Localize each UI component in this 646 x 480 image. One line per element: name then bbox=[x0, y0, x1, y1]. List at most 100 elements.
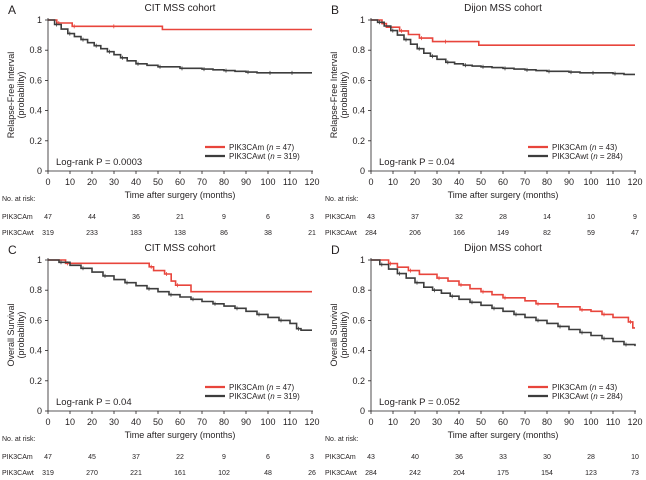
risk-count: 161 bbox=[174, 470, 186, 477]
x-tick-label: 100 bbox=[583, 417, 598, 427]
y-tick-label: 1 bbox=[37, 255, 42, 265]
legend-series-name: PIK3CAwt bbox=[552, 392, 589, 401]
risk-count: 36 bbox=[132, 214, 140, 221]
risk-count: 10 bbox=[587, 214, 595, 221]
y-tick-label: 0.8 bbox=[352, 45, 365, 55]
risk-count: 9 bbox=[222, 214, 226, 221]
y-tick-label: 0.6 bbox=[352, 315, 365, 325]
risk-count: 32 bbox=[455, 214, 463, 221]
y-tick-label: 0.8 bbox=[29, 285, 42, 295]
km-chart-a: A CIT MSS cohort Relapse-Free Interval (pro… bbox=[2, 3, 320, 237]
x-tick-label: 40 bbox=[131, 417, 141, 427]
x-tick-label: 30 bbox=[432, 177, 442, 187]
risk-count: 36 bbox=[455, 454, 463, 461]
x-tick-label: 20 bbox=[87, 417, 97, 427]
risk-count: 47 bbox=[44, 454, 52, 461]
risk-count: 10 bbox=[631, 454, 639, 461]
risk-table-header: No. at risk: bbox=[325, 436, 359, 443]
y-axis-label-line: Overall Survival bbox=[6, 303, 16, 366]
x-tick-label: 60 bbox=[498, 417, 508, 427]
risk-count: 43 bbox=[367, 214, 375, 221]
legend-paren: ( bbox=[264, 383, 269, 392]
panel-letter: D bbox=[331, 243, 340, 257]
risk-count: 3 bbox=[310, 454, 314, 461]
panel-title: CIT MSS cohort bbox=[145, 3, 216, 14]
x-tick-label: 90 bbox=[564, 417, 574, 427]
x-tick-label: 70 bbox=[520, 417, 530, 427]
x-tick-label: 110 bbox=[283, 417, 297, 427]
x-tick-label: 50 bbox=[153, 417, 163, 427]
x-tick-label: 30 bbox=[109, 417, 119, 427]
risk-count: 59 bbox=[587, 230, 595, 237]
y-tick-label: 0.6 bbox=[29, 75, 42, 85]
risk-count: 221 bbox=[130, 470, 142, 477]
y-axis-label-line: (probability) bbox=[339, 71, 349, 118]
risk-count: 123 bbox=[585, 470, 597, 477]
x-tick-label: 40 bbox=[131, 177, 141, 187]
x-tick-label: 10 bbox=[65, 417, 75, 427]
legend-paren: ( bbox=[587, 143, 592, 152]
x-tick-label: 70 bbox=[197, 417, 207, 427]
logrank-annotation: Log-rank P = 0.052 bbox=[379, 397, 460, 408]
logrank-annotation: Log-rank P = 0.0003 bbox=[56, 157, 142, 168]
risk-count: 28 bbox=[499, 214, 507, 221]
y-tick-label: 0.6 bbox=[29, 315, 42, 325]
legend-paren-close: ) bbox=[297, 152, 300, 161]
panel-a: A CIT MSS cohort Relapse-Free Interval (pro… bbox=[0, 0, 323, 240]
risk-count: 37 bbox=[132, 454, 140, 461]
legend-n-symbol: n bbox=[593, 392, 598, 401]
legend-equals: = bbox=[275, 392, 284, 401]
legend-entry: PIK3CAm (n = 47) bbox=[229, 143, 295, 152]
risk-table-header: No. at risk: bbox=[325, 196, 359, 203]
legend-paren: ( bbox=[588, 152, 593, 161]
x-tick-label: 0 bbox=[368, 177, 373, 187]
x-tick-label: 50 bbox=[153, 177, 163, 187]
legend-n-value: 284 bbox=[607, 152, 621, 161]
legend-paren: ( bbox=[587, 383, 592, 392]
legend-n-symbol: n bbox=[269, 383, 274, 392]
x-tick-label: 60 bbox=[175, 177, 185, 187]
risk-row-label: PIK3CAwt bbox=[2, 470, 34, 477]
risk-row-label: PIK3CAwt bbox=[325, 230, 357, 237]
x-tick-label: 90 bbox=[564, 177, 574, 187]
x-tick-label: 100 bbox=[583, 177, 598, 187]
y-tick-label: 0 bbox=[360, 166, 365, 176]
y-axis-label-line: (probability) bbox=[16, 71, 26, 118]
legend-entry: PIK3CAwt (n = 319) bbox=[229, 152, 300, 161]
y-axis-label-line: (probability) bbox=[16, 311, 26, 358]
legend-paren: ( bbox=[265, 392, 270, 401]
x-tick-label: 50 bbox=[476, 177, 486, 187]
legend-paren-close: ) bbox=[620, 392, 623, 401]
risk-count: 242 bbox=[409, 470, 421, 477]
legend-equals: = bbox=[273, 143, 282, 152]
logrank-annotation: Log-rank P = 0.04 bbox=[379, 157, 455, 168]
legend-paren: ( bbox=[264, 143, 269, 152]
risk-count: 284 bbox=[365, 470, 377, 477]
y-tick-label: 0.2 bbox=[352, 136, 365, 146]
risk-count: 154 bbox=[541, 470, 553, 477]
legend-n-value: 47 bbox=[283, 143, 292, 152]
x-tick-label: 80 bbox=[542, 417, 552, 427]
x-tick-label: 60 bbox=[498, 177, 508, 187]
x-tick-label: 120 bbox=[304, 177, 319, 187]
legend-paren-close: ) bbox=[292, 383, 295, 392]
risk-count: 3 bbox=[310, 214, 314, 221]
x-tick-label: 120 bbox=[627, 417, 642, 427]
x-tick-label: 120 bbox=[304, 417, 319, 427]
risk-count: 40 bbox=[411, 454, 419, 461]
x-tick-label: 20 bbox=[410, 177, 420, 187]
legend-paren-close: ) bbox=[615, 143, 618, 152]
y-tick-label: 1 bbox=[37, 15, 42, 25]
x-axis-label: Time after surgery (months) bbox=[125, 190, 236, 200]
panel-letter: A bbox=[8, 3, 16, 17]
y-axis-label: Overall Survival (probability) bbox=[329, 303, 349, 366]
legend-series-name: PIK3CAm bbox=[552, 383, 587, 392]
legend-n-symbol: n bbox=[269, 143, 274, 152]
risk-row-label: PIK3CAm bbox=[325, 214, 356, 221]
y-tick-label: 0 bbox=[37, 406, 42, 416]
legend-n-value: 47 bbox=[283, 383, 292, 392]
risk-count: 21 bbox=[176, 214, 184, 221]
x-tick-label: 10 bbox=[65, 177, 75, 187]
x-axis-label: Time after surgery (months) bbox=[448, 190, 559, 200]
risk-count: 30 bbox=[543, 454, 551, 461]
